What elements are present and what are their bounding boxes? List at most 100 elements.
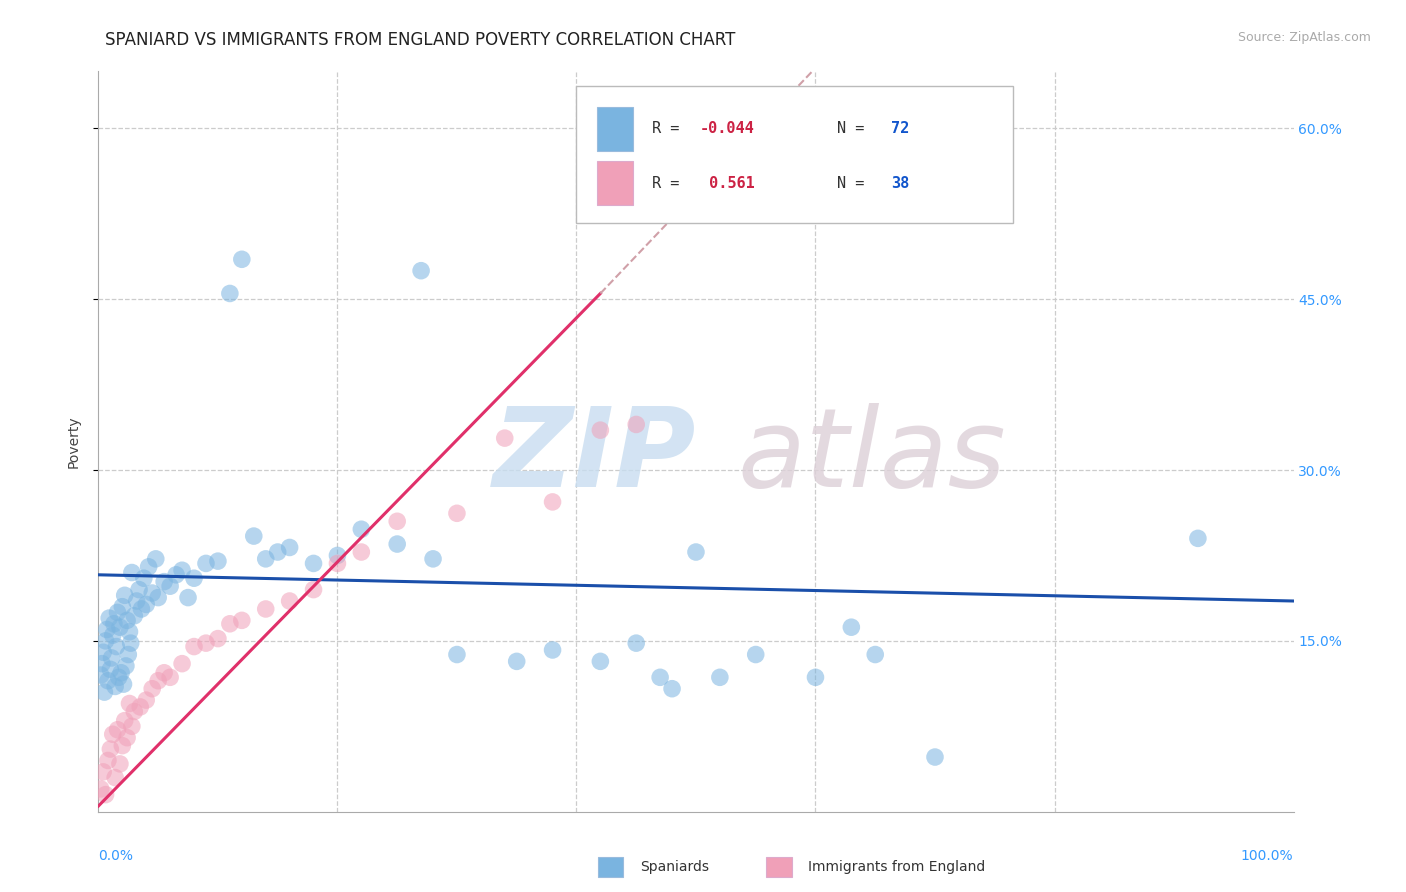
Point xyxy=(138,559,160,574)
Point xyxy=(98,611,121,625)
Point xyxy=(302,557,325,571)
Point xyxy=(93,685,115,699)
Point xyxy=(177,591,200,605)
Point xyxy=(124,705,146,719)
Point xyxy=(195,557,218,571)
Point xyxy=(94,788,117,802)
Point xyxy=(107,670,129,684)
Point xyxy=(91,764,114,779)
Point xyxy=(131,602,153,616)
Point xyxy=(172,657,194,671)
Text: Source: ZipAtlas.com: Source: ZipAtlas.com xyxy=(1237,31,1371,45)
Point xyxy=(446,506,468,520)
Point xyxy=(100,651,122,665)
Point xyxy=(267,545,290,559)
Point xyxy=(709,670,731,684)
Point xyxy=(589,423,612,437)
Text: atlas: atlas xyxy=(738,403,1007,510)
Point xyxy=(104,771,127,785)
Point xyxy=(183,640,205,654)
Point xyxy=(105,640,128,654)
Text: Spaniards: Spaniards xyxy=(640,860,709,874)
Point xyxy=(114,714,136,728)
Point xyxy=(107,723,129,737)
Point xyxy=(326,557,349,571)
Point xyxy=(96,623,118,637)
FancyBboxPatch shape xyxy=(596,106,633,151)
Point xyxy=(589,654,612,668)
Point xyxy=(148,673,170,688)
Point xyxy=(541,643,564,657)
Point xyxy=(446,648,468,662)
Point xyxy=(103,616,125,631)
Point xyxy=(165,567,187,582)
Point xyxy=(98,662,122,676)
Point xyxy=(97,754,120,768)
Text: 0.0%: 0.0% xyxy=(98,849,134,863)
Point xyxy=(804,670,827,684)
Text: R =: R = xyxy=(652,176,689,191)
Point xyxy=(385,537,409,551)
Point xyxy=(278,541,301,555)
Point xyxy=(278,594,301,608)
Point xyxy=(110,665,132,680)
Point xyxy=(841,620,863,634)
Point xyxy=(219,286,242,301)
Text: 100.0%: 100.0% xyxy=(1241,849,1294,863)
Point xyxy=(231,252,253,267)
Point xyxy=(207,632,229,646)
Point xyxy=(90,668,112,682)
Point xyxy=(101,628,124,642)
Point xyxy=(108,756,131,771)
Point xyxy=(1187,532,1209,546)
Point xyxy=(865,648,887,662)
Text: N =: N = xyxy=(837,121,873,136)
Point xyxy=(104,680,127,694)
Point xyxy=(118,624,141,639)
Point xyxy=(219,616,242,631)
Point xyxy=(97,673,120,688)
Point xyxy=(141,681,163,696)
Point xyxy=(302,582,325,597)
Point xyxy=(108,620,131,634)
Point xyxy=(91,657,114,671)
Point xyxy=(159,579,181,593)
Text: 0.561: 0.561 xyxy=(700,176,754,191)
Point xyxy=(111,599,134,614)
Point xyxy=(924,750,946,764)
Point xyxy=(98,742,122,756)
Point xyxy=(90,781,112,796)
Text: 72: 72 xyxy=(891,121,910,136)
Point xyxy=(685,545,707,559)
Point xyxy=(745,648,768,662)
Point xyxy=(411,263,433,277)
Point xyxy=(172,563,194,577)
Point xyxy=(135,693,157,707)
Point xyxy=(254,552,277,566)
Text: 38: 38 xyxy=(891,176,910,191)
Point xyxy=(120,636,142,650)
Point xyxy=(243,529,266,543)
Point xyxy=(541,495,564,509)
Point xyxy=(254,602,277,616)
FancyBboxPatch shape xyxy=(596,161,633,205)
Text: ZIP: ZIP xyxy=(494,403,696,510)
Point xyxy=(207,554,229,568)
Point xyxy=(231,613,253,627)
Point xyxy=(661,681,683,696)
Point xyxy=(121,719,143,733)
Point xyxy=(494,431,516,445)
Point xyxy=(101,727,124,741)
Point xyxy=(121,566,143,580)
Point xyxy=(115,613,138,627)
Point xyxy=(111,739,134,753)
Point xyxy=(112,677,135,691)
Point xyxy=(135,598,157,612)
Point xyxy=(145,552,167,566)
Point xyxy=(350,545,373,559)
Text: Immigrants from England: Immigrants from England xyxy=(808,860,986,874)
Point xyxy=(183,571,205,585)
Point xyxy=(422,552,444,566)
Point xyxy=(107,606,129,620)
Point xyxy=(153,574,176,589)
